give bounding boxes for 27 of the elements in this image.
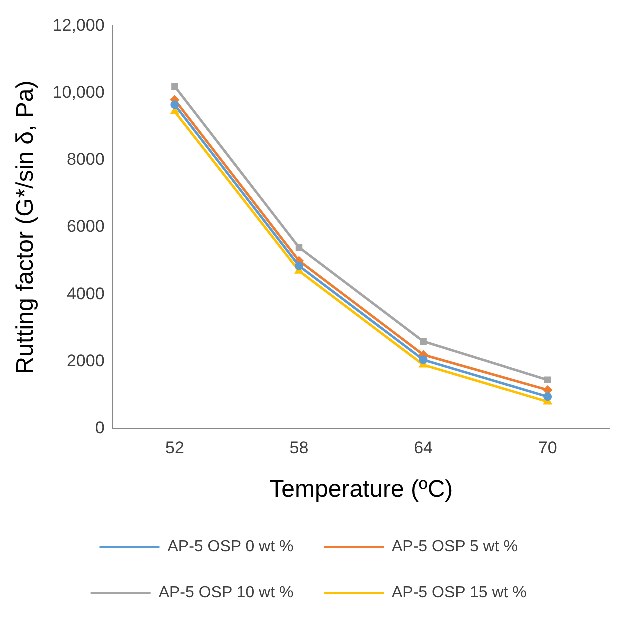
point <box>544 376 552 384</box>
point <box>295 262 304 270</box>
y-axis-title: Rutting factor (G*/sin δ, Pa) <box>12 80 40 374</box>
point <box>544 392 552 402</box>
y-tick-label: 4000 <box>66 284 105 304</box>
point <box>170 100 180 110</box>
x-tick-label: 58 <box>290 438 309 458</box>
y-tick-label: 2000 <box>66 351 105 370</box>
x-tick-label: 70 <box>538 438 558 458</box>
point <box>419 356 428 364</box>
y-tick-label: 12,000 <box>52 16 105 35</box>
x-axis-title: Temperature (ºC) <box>270 476 454 504</box>
x-tick-label: 64 <box>414 438 434 458</box>
y-tick-label: 0 <box>95 418 105 438</box>
legend-label: AP-5 OSP 5 wt % <box>392 538 518 556</box>
y-tick-label: 8000 <box>66 150 105 170</box>
point <box>171 108 179 115</box>
point <box>172 83 178 90</box>
point <box>296 244 303 251</box>
x-tick-label: 52 <box>165 438 184 458</box>
legend-label: AP-5 OSP 0 wt % <box>168 538 294 556</box>
legend-label: AP-5 OSP 10 wt % <box>158 584 294 602</box>
point <box>544 386 552 394</box>
y-tick-label: 6000 <box>66 217 105 236</box>
y-tick-label: 10,000 <box>52 82 105 102</box>
point <box>420 338 427 345</box>
legend-label: AP-5 OSP 15 wt % <box>392 584 527 602</box>
